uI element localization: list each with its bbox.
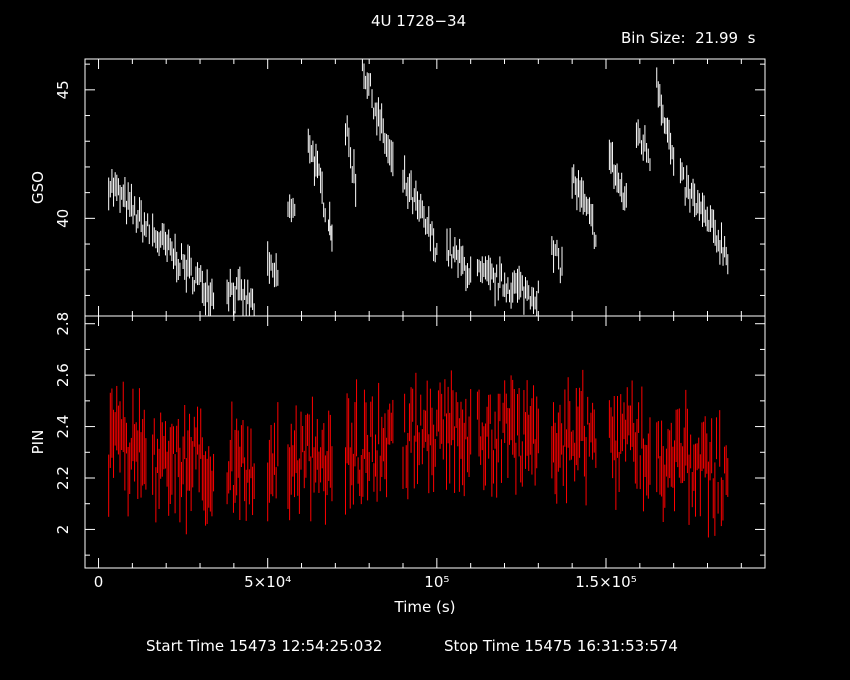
chart-title: 4U 1728−34 (371, 12, 467, 30)
gso-segment-15 (635, 119, 651, 172)
gso-segment-17 (679, 158, 729, 275)
gso-segment-7 (344, 115, 357, 207)
stop-time-label: Stop Time 15475 16:31:53:574 (444, 637, 678, 655)
gso-segment-16 (656, 67, 675, 176)
start-time-label: Start Time 15473 12:54:25:032 (146, 637, 383, 655)
xlabel: Time (s) (394, 598, 456, 616)
gso-segment-11 (476, 255, 539, 316)
gso-ylabel: GSO (29, 171, 47, 204)
pin-frame (84, 315, 766, 569)
gso-segment-0 (108, 169, 150, 245)
gso-segment-8 (361, 59, 394, 177)
gso-panel: 40 45 GSO (29, 58, 766, 317)
gso-segment-6 (328, 201, 333, 252)
gso-segment-3 (267, 241, 279, 288)
pin-segment-5 (344, 379, 394, 515)
pin-panel: 2 2.2 2.4 2.6 2.8 PIN 0 5×10⁴ 10⁵ 1.5×10⁵ Time (s) (29, 312, 766, 616)
pin-ytick-label: 2.2 (54, 466, 72, 490)
xtick-label: 1.5×10⁵ (575, 573, 637, 591)
pin-ytick-label: 2.6 (54, 363, 72, 387)
pin-segment-0 (108, 381, 147, 517)
pin-segment-6 (402, 370, 472, 500)
gso-segment-10 (446, 228, 472, 292)
pin-segment-2 (226, 401, 255, 521)
pin-ytick-label: 2.8 (54, 312, 72, 336)
xtick-label: 0 (94, 573, 104, 591)
pin-segment-8 (551, 369, 597, 506)
pin-ytick-label: 2.4 (54, 415, 72, 439)
gso-segment-13 (571, 164, 597, 250)
gso-segment-2 (226, 266, 255, 316)
pin-segment-9 (608, 380, 651, 512)
pin-ylabel: PIN (29, 430, 47, 455)
gso-segment-1 (152, 213, 215, 316)
gso-segment-14 (608, 139, 627, 211)
pin-segment-10 (656, 389, 729, 538)
gso-ytick-label: 45 (54, 80, 72, 99)
bin-size-label: Bin Size: 21.99 s (621, 29, 756, 47)
gso-segment-12 (551, 236, 563, 284)
pin-segment-3 (267, 402, 279, 522)
xtick-label: 5×10⁴ (244, 573, 291, 591)
pin-ytick-label: 2 (54, 525, 72, 535)
xtick-label: 10⁵ (424, 573, 449, 591)
pin-segment-1 (152, 405, 215, 535)
gso-segment-5 (307, 128, 326, 223)
gso-ytick-label: 40 (54, 209, 72, 228)
pin-segment-7 (476, 375, 539, 498)
gso-segment-9 (402, 155, 438, 263)
pin-segment-4 (287, 396, 333, 525)
gso-segment-4 (287, 194, 296, 223)
gso-frame (84, 58, 766, 317)
